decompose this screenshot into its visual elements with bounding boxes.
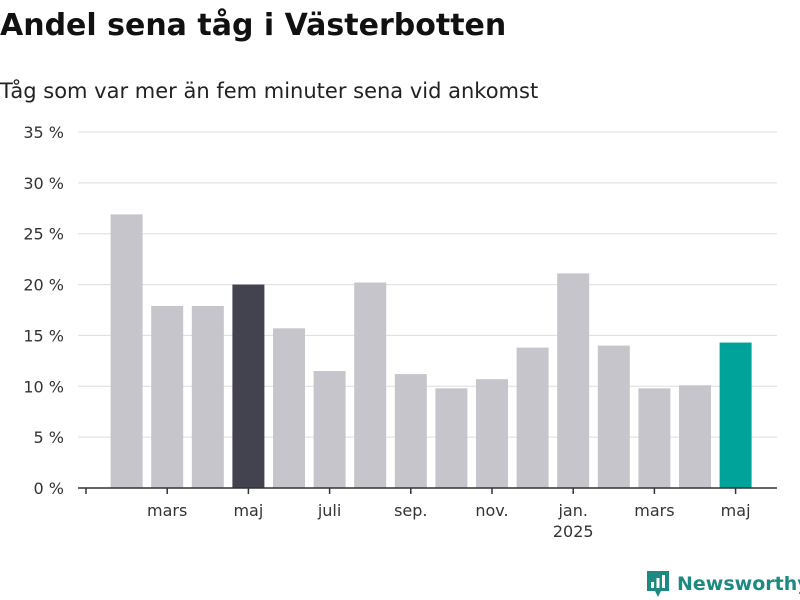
bar-2024-02 bbox=[110, 214, 143, 489]
y-tick-label: 5 % bbox=[34, 428, 64, 447]
x-tick-label: maj bbox=[233, 501, 263, 520]
bar-2024-08 bbox=[354, 282, 387, 488]
y-tick-label: 0 % bbox=[34, 479, 64, 498]
bar-2025-05 bbox=[719, 342, 752, 488]
bar-2025-01 bbox=[557, 273, 590, 488]
bar-2024-12 bbox=[516, 347, 549, 488]
x-tick-label: mars bbox=[147, 501, 187, 520]
bar-2024-07 bbox=[313, 371, 346, 488]
brand-name: Newsworthy bbox=[677, 573, 800, 595]
x-axis: mars maj juli sep. nov. jan. 2025 mars maj bbox=[78, 487, 777, 541]
bar-2024-06 bbox=[273, 328, 305, 488]
newsworthy-logo-icon bbox=[647, 571, 669, 597]
bar-2024-09 bbox=[394, 374, 427, 488]
bar-2024-03 bbox=[151, 305, 184, 488]
x-tick-label: mars bbox=[634, 501, 674, 520]
x-tick-label: maj bbox=[721, 501, 751, 520]
bar-2025-04 bbox=[679, 385, 711, 488]
bars bbox=[110, 214, 752, 489]
bar-2025-03 bbox=[638, 388, 671, 488]
y-axis-labels: 0 % 5 % 10 % 15 % 20 % 25 % 30 % 35 % bbox=[23, 123, 64, 498]
bar-2025-02 bbox=[597, 345, 630, 488]
bar-2024-10 bbox=[435, 388, 468, 488]
bar-2024-11 bbox=[476, 379, 508, 488]
x-tick-year-label: 2025 bbox=[553, 522, 594, 541]
y-tick-label: 35 % bbox=[23, 123, 64, 142]
bar-2024-04 bbox=[191, 305, 224, 488]
y-tick-label: 25 % bbox=[23, 225, 64, 244]
y-tick-label: 20 % bbox=[23, 276, 64, 295]
chart-subtitle: Tåg som var mer än fem minuter sena vid … bbox=[0, 79, 539, 103]
y-tick-label: 10 % bbox=[23, 377, 64, 396]
x-tick-label: nov. bbox=[475, 501, 508, 520]
bar-2024-05 bbox=[232, 284, 265, 488]
x-tick-label: juli bbox=[317, 501, 341, 520]
brand-logo: Newsworthy bbox=[645, 569, 800, 599]
chart-title: Andel sena tåg i Västerbotten bbox=[0, 8, 507, 43]
x-tick-label: jan. bbox=[557, 501, 587, 520]
x-tick-label: sep. bbox=[394, 501, 427, 520]
y-tick-label: 15 % bbox=[23, 326, 64, 345]
y-tick-label: 30 % bbox=[23, 174, 64, 193]
